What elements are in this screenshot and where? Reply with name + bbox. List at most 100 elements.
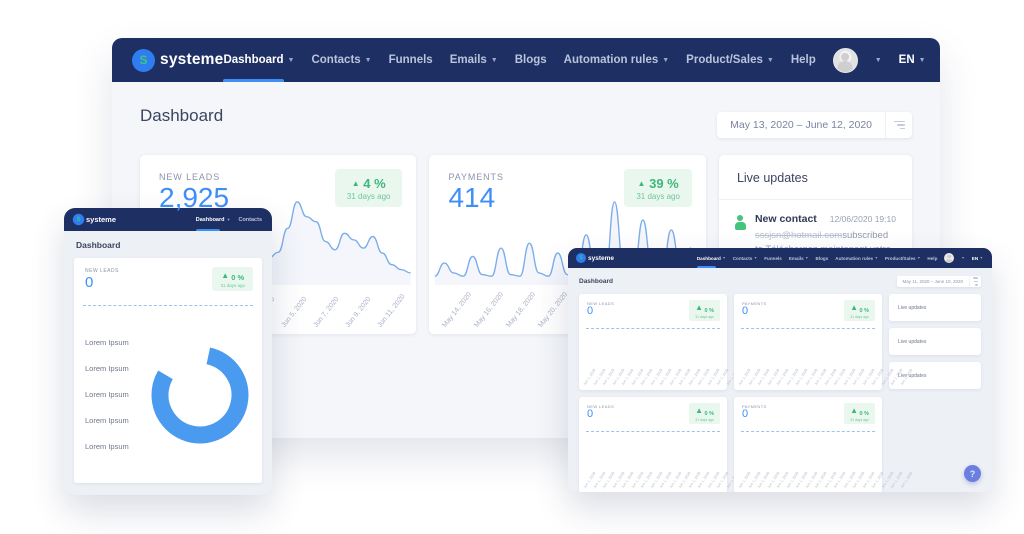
- language-selector[interactable]: EN ▼: [972, 256, 983, 261]
- donut-legend-item: Lorem Ipsum: [85, 416, 129, 425]
- metric-value: 0: [85, 274, 94, 291]
- donut-chart: [144, 339, 262, 451]
- metric-label: PAYMENTS: [742, 404, 767, 409]
- avatar[interactable]: [944, 253, 955, 263]
- brand-logo[interactable]: S systeme: [74, 215, 116, 224]
- metric-card-payments[interactable]: PAYMENTS 0 ▲ 0 % 31 days ago Jun 1, 2020…: [734, 294, 913, 390]
- filter-icon: [973, 277, 978, 286]
- mobile-nav-menu: Dashboard ▼ Contacts: [196, 217, 262, 223]
- metric-card-new-leads[interactable]: NEW LEADS 0 ▲ 0 % 31 days ago Lorem Ipsu…: [74, 258, 262, 483]
- baseline-divider: [586, 431, 720, 432]
- donut-legend-item: Lorem Ipsum: [85, 390, 129, 399]
- nav-item-help[interactable]: Help: [791, 54, 816, 66]
- date-range-value[interactable]: May 11, 2020 – June 10, 2020: [902, 279, 963, 284]
- help-button[interactable]: ?: [964, 465, 981, 482]
- tablet-cards-column: NEW LEADS 0 ▲ 0 % 31 days ago Jun 1, 202…: [579, 294, 913, 492]
- nav-item-contacts[interactable]: Contacts ▼: [311, 54, 371, 66]
- chevron-down-icon[interactable]: ▼: [662, 56, 670, 64]
- chevron-down-icon[interactable]: ▼: [287, 56, 295, 64]
- active-tab-underline: [195, 229, 221, 231]
- chevron-down-icon[interactable]: ▼: [979, 256, 983, 260]
- tablet-dashboard-window: S systeme Dashboard ▼ Contacts ▼ Funnels Emai…: [568, 248, 992, 492]
- nav-item-emails[interactable]: Emails ▼: [450, 54, 498, 66]
- chevron-down-icon[interactable]: ▼: [918, 56, 926, 64]
- desktop-navbar: S systeme Dashboard ▼ Contacts ▼ Funnels Emai…: [112, 38, 940, 82]
- nav-item-label: Blogs: [514, 54, 547, 66]
- nav-item-product-sales[interactable]: Product/Sales ▼: [686, 54, 774, 66]
- nav-item-emails[interactable]: Emails ▼: [789, 256, 809, 261]
- tablet-cards-row-2: NEW LEADS 0 ▲ 0 % 31 days ago Jun 1, 202…: [579, 397, 913, 492]
- live-update-item[interactable]: Live updates: [889, 328, 981, 355]
- live-update-heading: New contact: [754, 213, 817, 225]
- mobile-dashboard-window: S systeme Dashboard ▼ Contacts Dashboard N…: [64, 208, 272, 495]
- nav-item-label: Blogs: [815, 255, 829, 261]
- avatar[interactable]: [832, 47, 858, 73]
- baseline-divider: [83, 305, 253, 306]
- nav-item-product-sales[interactable]: Product/Sales ▼: [885, 256, 921, 261]
- nav-item-automation-rules[interactable]: Automation rules ▼: [564, 54, 670, 66]
- metric-header: NEW LEADS 2,925: [159, 172, 229, 212]
- date-range-value[interactable]: May 13, 2020 – June 12, 2020: [730, 119, 872, 131]
- date-range-picker[interactable]: May 13, 2020 – June 12, 2020: [717, 112, 912, 138]
- nav-item-blogs[interactable]: Blogs: [816, 256, 829, 261]
- brand-logo[interactable]: S systeme: [577, 254, 614, 262]
- metric-value: 2,925: [159, 182, 230, 213]
- metric-header: NEW LEADS 0: [587, 404, 614, 420]
- nav-item-contacts[interactable]: Contacts ▼: [733, 256, 758, 261]
- nav-item-dashboard[interactable]: Dashboard ▼: [223, 54, 294, 66]
- tablet-navbar: S systeme Dashboard ▼ Contacts ▼ Funnels Emai…: [568, 248, 992, 268]
- badge-change-value: 4 %: [363, 176, 386, 191]
- live-update-label: Live updates: [898, 304, 927, 311]
- badge-change-value: 0 %: [704, 308, 714, 314]
- chevron-down-icon[interactable]: ▼: [766, 56, 774, 64]
- nav-item-dashboard[interactable]: Dashboard ▼: [697, 256, 726, 261]
- date-range-picker[interactable]: May 11, 2020 – June 10, 2020: [896, 276, 981, 287]
- chevron-down-icon[interactable]: ▼: [364, 56, 372, 64]
- nav-item-label: Dashboard: [195, 216, 225, 223]
- chevron-down-icon[interactable]: ▼: [753, 256, 758, 260]
- badge-period: 31 days ago: [220, 283, 245, 288]
- x-tick-label: Jun 7, 2020: [312, 295, 341, 329]
- chevron-down-icon[interactable]: ▼: [917, 256, 921, 260]
- metric-card-new-leads[interactable]: NEW LEADS 0 ▲ 0 % 31 days ago Jun 1, 202…: [579, 397, 758, 492]
- x-tick-label: May 16, 2020: [473, 291, 506, 329]
- nav-item-help[interactable]: Help: [927, 256, 937, 261]
- date-range-filter-button[interactable]: [969, 276, 981, 287]
- trend-up-icon: ▲: [351, 179, 360, 188]
- language-selector[interactable]: EN ▼: [899, 54, 926, 66]
- chevron-down-icon[interactable]: ▼: [722, 256, 726, 260]
- live-update-item[interactable]: Live updates: [889, 294, 981, 321]
- nav-item-label: Funnels: [388, 54, 433, 66]
- metric-label: NEW LEADS: [587, 404, 615, 409]
- nav-item-label: Help: [927, 255, 938, 261]
- live-update-item[interactable]: Live updates: [889, 362, 981, 389]
- metric-card-payments[interactable]: PAYMENTS 0 ▲ 0 % 31 days ago Jun 1, 2020…: [734, 397, 913, 492]
- status-badge: ▲ 0 % 31 days ago: [844, 403, 875, 424]
- nav-item-funnels[interactable]: Funnels: [764, 256, 782, 261]
- x-axis-tick-labels: Jun 1, 2020 Jun 1, 2020 Jun 1, 2020 Jun 1, …: [738, 463, 913, 489]
- nav-item-dashboard[interactable]: Dashboard ▼: [196, 217, 231, 223]
- date-range-filter-button[interactable]: [885, 112, 912, 138]
- active-tab-underline: [696, 266, 716, 268]
- donut-chart-svg: [151, 346, 249, 443]
- chevron-down-icon[interactable]: ▼: [490, 56, 498, 64]
- donut-legend-item: Lorem Ipsum: [85, 338, 129, 347]
- chevron-down-icon[interactable]: ▼: [805, 256, 809, 260]
- chevron-down-icon[interactable]: ▼: [874, 256, 878, 260]
- chevron-down-icon[interactable]: ▼: [226, 217, 231, 222]
- chevron-down-icon[interactable]: ▼: [961, 256, 965, 260]
- brand-name: systeme: [86, 215, 117, 224]
- nav-item-contacts[interactable]: Contacts: [238, 217, 262, 223]
- nav-item-funnels[interactable]: Funnels: [389, 54, 433, 66]
- nav-item-automation-rules[interactable]: Automation rules ▼: [835, 256, 878, 261]
- nav-item-label: Contacts: [311, 54, 361, 66]
- trend-up-icon: ▲: [850, 406, 858, 415]
- metric-header: PAYMENTS 0: [742, 404, 767, 420]
- status-badge: ▲ 0 % 31 days ago: [212, 267, 253, 291]
- chevron-down-icon[interactable]: ▼: [874, 56, 882, 64]
- nav-item-blogs[interactable]: Blogs: [515, 54, 547, 66]
- metric-card-new-leads[interactable]: NEW LEADS 0 ▲ 0 % 31 days ago Jun 1, 202…: [579, 294, 758, 390]
- tablet-content-grid: NEW LEADS 0 ▲ 0 % 31 days ago Jun 1, 202…: [568, 287, 992, 492]
- brand-logo[interactable]: S systeme: [131, 47, 223, 73]
